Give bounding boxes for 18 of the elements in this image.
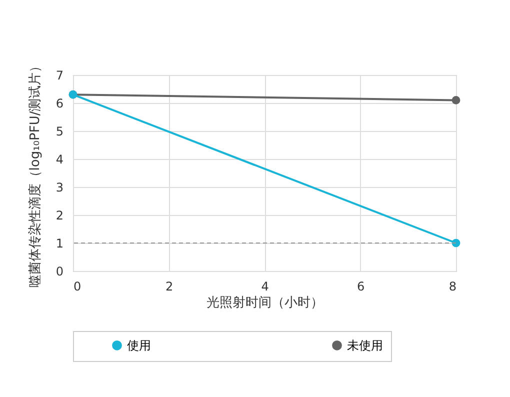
x-tick-label: 6 [356, 280, 365, 294]
x-tick-label: 2 [165, 280, 174, 294]
y-tick-label: 7 [56, 68, 64, 82]
y-tick-label: 3 [56, 180, 64, 194]
y-tick-label: 0 [56, 264, 64, 278]
y-tick-label: 1 [56, 236, 64, 250]
y-tick-label: 2 [56, 208, 64, 222]
y-axis-title: 噬菌体传染性滴度（log₁₀PFU/测试片） [26, 59, 43, 288]
x-axis-title: 光照射时间（小时） [206, 296, 324, 310]
x-tick-label: 0 [74, 280, 82, 294]
y-tick-label: 5 [56, 124, 64, 138]
x-tick-label: 8 [448, 280, 456, 294]
y-tick-label: 4 [56, 152, 64, 166]
legend-label: 未使用 [347, 338, 383, 352]
point [452, 96, 460, 104]
x-tick-label: 4 [261, 280, 269, 294]
legend-label: 使用 [127, 338, 151, 352]
y-tick-label: 6 [56, 96, 64, 110]
